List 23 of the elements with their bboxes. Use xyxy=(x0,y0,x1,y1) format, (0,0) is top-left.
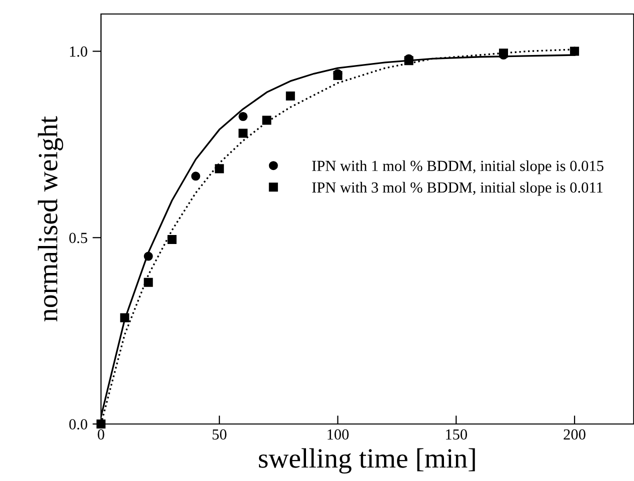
legend-label: IPN with 3 mol % BDDM, initial slope is 0.011 xyxy=(312,182,603,196)
point xyxy=(238,112,248,122)
x-tick-label: 0 xyxy=(98,429,104,440)
y-tick-label: 1.0 xyxy=(70,46,88,57)
point xyxy=(238,128,248,138)
point xyxy=(214,164,224,174)
x-tick-label: 100 xyxy=(328,429,349,440)
point xyxy=(286,91,295,101)
point xyxy=(120,313,130,322)
point xyxy=(168,234,177,244)
y-tick-label: 0.0 xyxy=(69,419,88,430)
x-tick-label: 50 xyxy=(212,429,226,440)
x-axis-title: swelling time [min] xyxy=(258,448,475,474)
x-tick-label: 150 xyxy=(446,429,468,440)
y-axis-title: normalised weight xyxy=(38,116,64,322)
legend-label: IPN with 1 mol % BDDM, initial slope is 0.015 xyxy=(312,160,604,174)
point xyxy=(191,172,200,181)
point xyxy=(262,116,272,125)
point xyxy=(144,278,153,287)
y-tick-label: 0.5 xyxy=(69,232,88,244)
point xyxy=(144,252,153,261)
x-tick-label: 200 xyxy=(564,429,586,440)
point xyxy=(96,419,106,429)
